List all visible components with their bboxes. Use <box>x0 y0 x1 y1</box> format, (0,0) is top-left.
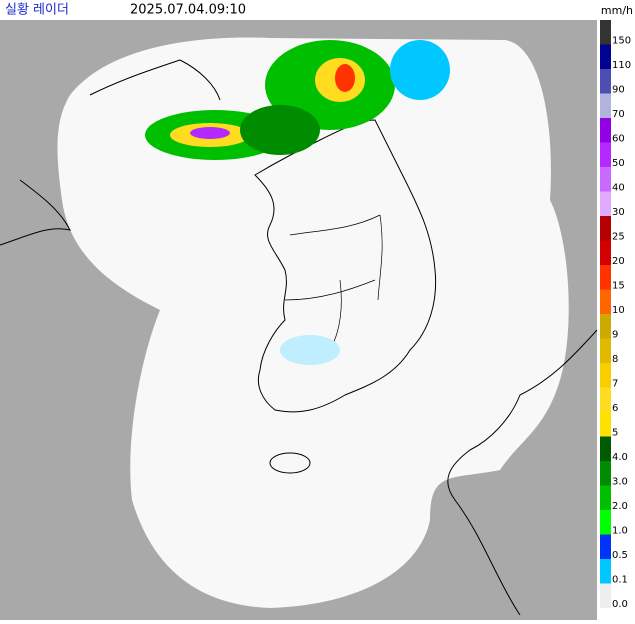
legend-swatch <box>600 583 611 608</box>
legend-label: 9 <box>612 330 618 341</box>
echo <box>280 335 340 365</box>
jeju-island <box>269 452 311 474</box>
map <box>0 20 598 620</box>
legend-label: 110 <box>612 60 631 71</box>
legend-label: 0.1 <box>612 575 628 586</box>
legend-swatch <box>600 20 611 45</box>
legend-swatch <box>600 387 611 412</box>
legend-label: 15 <box>612 281 625 292</box>
legend-label: 10 <box>612 305 625 316</box>
legend-swatch <box>600 338 611 363</box>
legend-swatch <box>600 363 611 388</box>
legend-label: 90 <box>612 85 625 96</box>
legend-label: 8 <box>612 354 618 365</box>
legend-swatch <box>600 485 611 510</box>
echo <box>335 64 355 92</box>
legend-label: 20 <box>612 256 625 267</box>
legend-label: 5 <box>612 428 618 439</box>
legend-label: 60 <box>612 134 625 145</box>
legend-swatch <box>600 265 611 290</box>
china-coast <box>0 59 221 246</box>
legend-swatch <box>600 436 611 461</box>
legend-label: 70 <box>612 109 625 120</box>
legend-swatch <box>600 240 611 265</box>
legend-swatch <box>600 559 611 584</box>
echo-areas <box>145 40 450 365</box>
legend-swatch <box>600 216 611 241</box>
legend-label: 1.0 <box>612 526 628 537</box>
legend-swatch <box>600 69 611 94</box>
timestamp: 2025.07.04.09:10 <box>130 3 246 18</box>
radar-coverage <box>57 37 569 609</box>
legend-label: 2.0 <box>612 501 628 512</box>
legend-label: 30 <box>612 207 625 218</box>
legend-label: 6 <box>612 403 618 414</box>
legend: 150 110 90 70 60 50 40 30 25 20 15 10 9 8 7 6 5 4.0 3.0 2.0… <box>600 20 631 610</box>
legend-label: 7 <box>612 379 618 390</box>
legend-label: 3.0 <box>612 477 628 488</box>
legend-label: 25 <box>612 232 625 243</box>
legend-swatch <box>600 289 611 314</box>
legend-label: 150 <box>612 36 631 47</box>
legend-swatch <box>600 534 611 559</box>
legend-label: 4.0 <box>612 452 628 463</box>
province-borders <box>284 214 383 361</box>
legend-label: 0.5 <box>612 550 628 561</box>
legend-swatch <box>600 44 611 69</box>
title: 실황 레이더 <box>5 3 69 18</box>
legend-label: 40 <box>612 183 625 194</box>
japan-coast <box>447 329 598 616</box>
legend-label: 0.0 <box>612 599 628 610</box>
legend-swatch <box>600 314 611 339</box>
legend-swatch <box>600 142 611 167</box>
echo <box>240 105 320 155</box>
coastline <box>254 119 437 413</box>
legend-swatch <box>600 118 611 143</box>
legend-swatch <box>600 93 611 118</box>
echo <box>390 40 450 100</box>
legend-swatch <box>600 412 611 437</box>
legend-label: 50 <box>612 158 625 169</box>
legend-swatch <box>600 167 611 192</box>
legend-swatch <box>600 510 611 535</box>
legend-swatch <box>600 191 611 216</box>
legend-swatch <box>600 461 611 486</box>
echo <box>190 127 230 139</box>
unit: mm/h <box>601 4 633 17</box>
